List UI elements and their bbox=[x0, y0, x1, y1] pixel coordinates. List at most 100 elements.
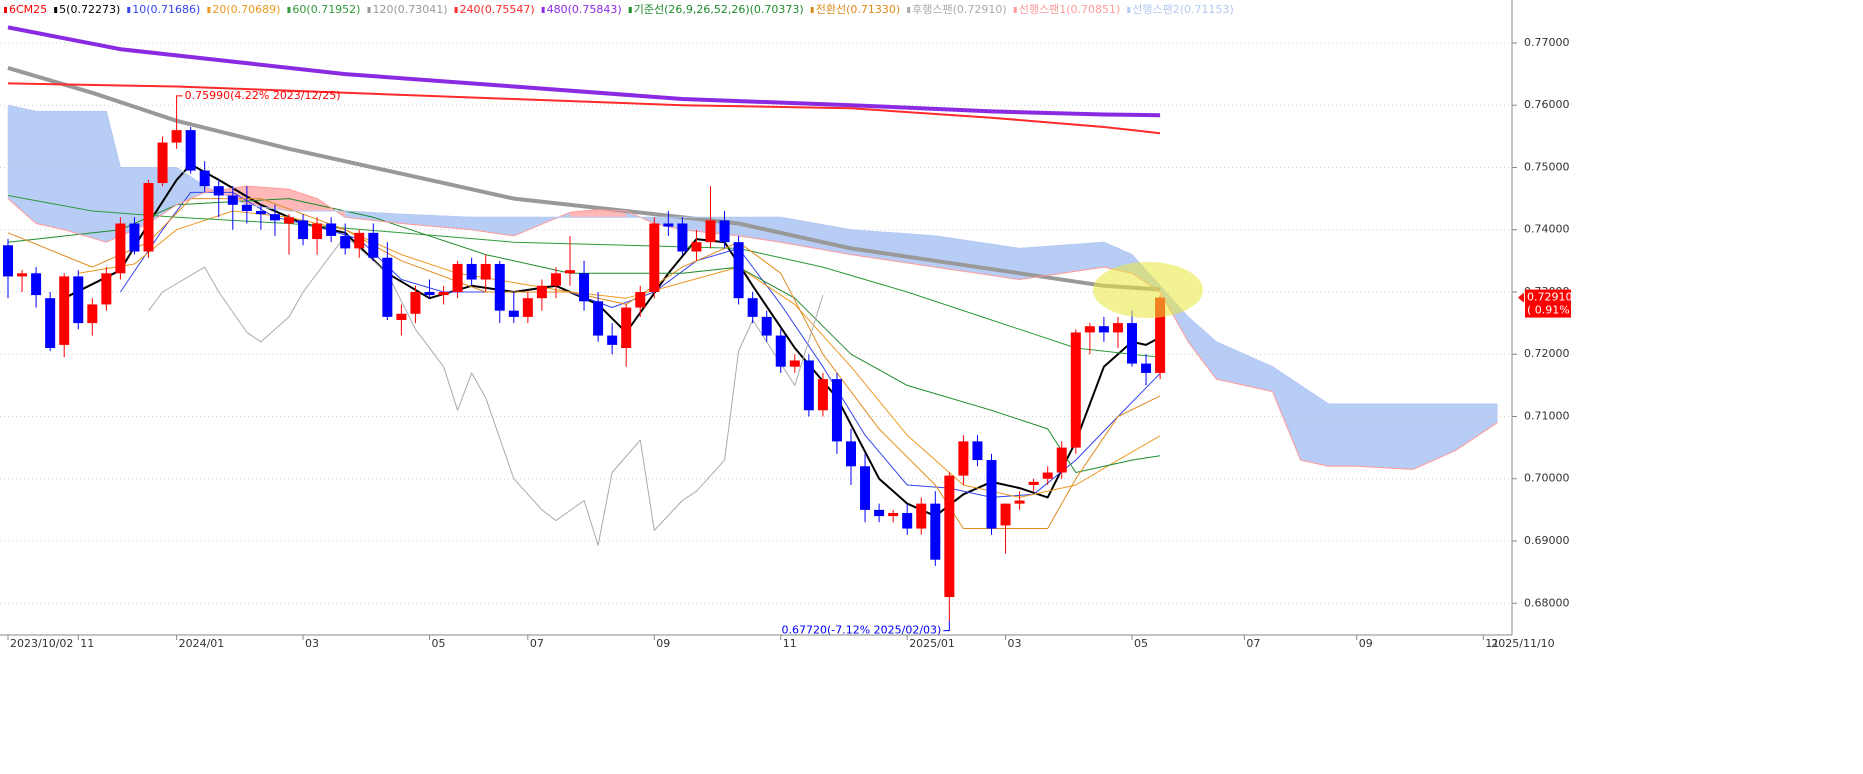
x-tick-label: 2023/10/02 bbox=[10, 637, 73, 650]
legend-label: 480(0.75843) bbox=[547, 3, 622, 16]
legend-label: 6CM25 bbox=[9, 3, 47, 16]
candle-body bbox=[354, 232, 365, 249]
x-tick-label: 11 bbox=[1485, 637, 1499, 650]
legend-swatch bbox=[1127, 7, 1131, 13]
price-box bbox=[1525, 289, 1571, 318]
candle-body bbox=[1155, 297, 1166, 373]
y-tick-label: 0.77000 bbox=[1524, 36, 1570, 49]
cloud-segment bbox=[1356, 403, 1414, 470]
candle-body bbox=[761, 316, 772, 336]
candle-body bbox=[958, 441, 969, 476]
candle-body bbox=[1127, 323, 1137, 364]
candle-body bbox=[1042, 472, 1053, 479]
candle-body bbox=[298, 220, 309, 240]
candle-body bbox=[860, 466, 871, 510]
annotation: 0.67720(-7.12% 2025/02/03) bbox=[781, 624, 941, 637]
x-tick-label: 11 bbox=[80, 637, 94, 650]
candle-body bbox=[143, 183, 154, 252]
y-tick-label: 0.72000 bbox=[1524, 347, 1570, 360]
cloud-segment bbox=[35, 111, 65, 231]
candle-body bbox=[312, 223, 323, 240]
candle-body bbox=[550, 273, 561, 286]
legend-label: 10(0.71686) bbox=[132, 3, 200, 16]
legend-swatch bbox=[541, 7, 545, 13]
candle-body bbox=[284, 217, 294, 224]
candle-body bbox=[522, 298, 533, 317]
x-tick-label: 05 bbox=[1134, 637, 1148, 650]
candle-body bbox=[916, 503, 927, 529]
candle-body bbox=[241, 204, 252, 212]
price-change-label: ( 0.91%) bbox=[1527, 304, 1574, 317]
candle-body bbox=[17, 273, 28, 277]
candle-body bbox=[1014, 500, 1025, 504]
candle-body bbox=[396, 313, 407, 320]
candle-body bbox=[213, 186, 224, 196]
y-tick-label: 0.71000 bbox=[1524, 409, 1570, 422]
candle-body bbox=[1028, 481, 1039, 485]
legend-swatch bbox=[54, 7, 58, 13]
candle-body bbox=[565, 270, 575, 274]
legend-swatch bbox=[127, 7, 131, 13]
candle-body bbox=[480, 263, 491, 280]
candle-body bbox=[944, 475, 955, 598]
price-pointer bbox=[1518, 292, 1524, 303]
candle-body bbox=[31, 273, 42, 296]
candle-body bbox=[803, 360, 814, 411]
candle-body bbox=[255, 211, 266, 215]
legend-swatch bbox=[4, 7, 7, 13]
line-series bbox=[7, 25, 1161, 118]
y-tick-label: 0.69000 bbox=[1524, 534, 1570, 547]
candle-body bbox=[157, 142, 168, 184]
candle-body bbox=[59, 276, 70, 345]
legend-label: 후행스팬(0.72910) bbox=[912, 3, 1007, 16]
candle-body bbox=[171, 130, 182, 143]
x-tick-label: 09 bbox=[656, 637, 670, 650]
annotation-leader bbox=[943, 620, 950, 632]
candle-body bbox=[677, 223, 688, 252]
legend-label: 240(0.75547) bbox=[460, 3, 535, 16]
legend-label: 20(0.70689) bbox=[212, 3, 280, 16]
legend-swatch bbox=[454, 7, 458, 13]
candle-body bbox=[747, 298, 758, 317]
candle-body bbox=[986, 460, 997, 529]
legend-label: 전환선(0.71330) bbox=[816, 3, 900, 16]
y-tick-label: 0.68000 bbox=[1524, 596, 1570, 609]
candle-body bbox=[452, 263, 463, 292]
candle-body bbox=[185, 130, 196, 171]
legend-swatch bbox=[287, 7, 291, 13]
candle-body bbox=[438, 291, 449, 296]
x-tick-label: 05 bbox=[432, 637, 446, 650]
candle-body bbox=[733, 242, 744, 299]
annotation: 0.75990(4.22% 2023/12/25) bbox=[185, 89, 341, 102]
highlight-ellipse bbox=[1093, 262, 1203, 318]
candle-body bbox=[45, 298, 56, 349]
candle-body bbox=[129, 223, 140, 252]
x-tick-label: 2024/01 bbox=[179, 637, 225, 650]
legend-label: 선행스팬2(0.71153) bbox=[1132, 3, 1234, 16]
candle-body bbox=[621, 307, 632, 349]
candle-body bbox=[1070, 332, 1081, 448]
candle-body bbox=[1112, 323, 1123, 333]
candle-body bbox=[1084, 326, 1095, 333]
candle-body bbox=[115, 223, 126, 274]
x-tick-label: 07 bbox=[1246, 637, 1260, 650]
candle-body bbox=[593, 301, 604, 336]
candle-body bbox=[340, 235, 351, 249]
candle-body bbox=[199, 170, 210, 187]
line-series bbox=[7, 198, 1161, 529]
candle-body bbox=[719, 220, 730, 243]
candle-body bbox=[705, 220, 716, 243]
line-series bbox=[78, 210, 1161, 498]
candle-body bbox=[888, 512, 899, 517]
candle-body bbox=[424, 291, 435, 296]
legend-label: 60(0.71952) bbox=[292, 3, 360, 16]
y-tick-label: 0.70000 bbox=[1524, 472, 1570, 485]
candle-body bbox=[649, 223, 660, 292]
cloud-segment bbox=[63, 111, 107, 243]
candle-body bbox=[579, 273, 590, 302]
candle-body bbox=[817, 379, 828, 411]
candle-body bbox=[536, 285, 547, 299]
annotation-leader bbox=[176, 95, 183, 106]
